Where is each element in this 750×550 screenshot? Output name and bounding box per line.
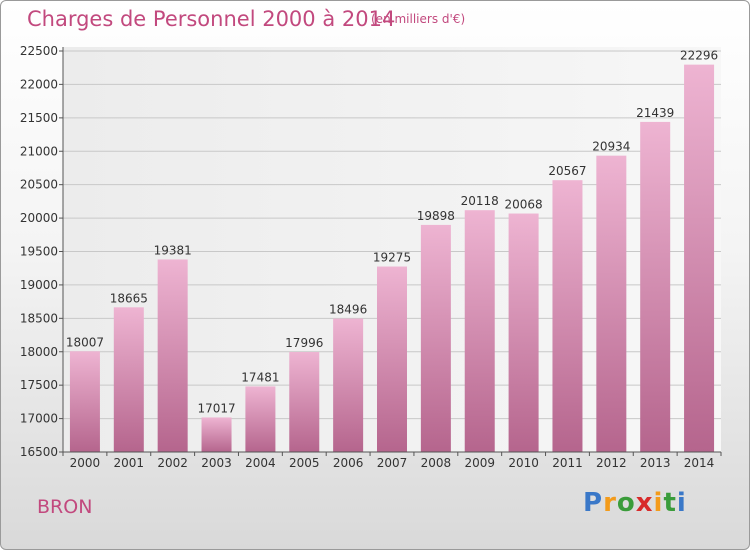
data-label: 20118	[461, 194, 499, 208]
data-label: 18007	[66, 335, 104, 349]
data-label: 18665	[110, 291, 148, 305]
y-tick-label: 17500	[20, 378, 58, 392]
y-tick-label: 18500	[20, 311, 58, 325]
x-tick-label: 2014	[684, 456, 715, 470]
bar	[69, 351, 100, 452]
y-tick-label: 18000	[20, 345, 58, 359]
data-label: 18496	[329, 303, 367, 317]
bar	[684, 64, 715, 452]
bar	[157, 259, 188, 452]
logo-letter: P	[583, 488, 604, 518]
x-tick-label: 2009	[464, 456, 495, 470]
logo-letter: o	[616, 488, 636, 518]
logo-letter: r	[603, 488, 617, 518]
data-label: 19381	[154, 243, 192, 257]
x-tick-label: 2005	[289, 456, 320, 470]
logo-letter: i	[676, 488, 687, 518]
x-tick-label: 2004	[245, 456, 276, 470]
bar	[640, 121, 671, 453]
x-tick-label: 2013	[640, 456, 671, 470]
chart-title: Charges de Personnel 2000 à 2014	[27, 7, 396, 31]
data-label: 19275	[373, 251, 411, 265]
bar	[245, 386, 276, 452]
bar	[508, 213, 539, 452]
y-tick-label: 22500	[20, 44, 58, 58]
x-tick-label: 2002	[157, 456, 188, 470]
data-label: 20934	[592, 140, 630, 154]
y-axis: 16500 17000 17500 18000 18500 19000 19500 20000…	[20, 44, 64, 459]
bars: 18007 18665 19381 17017 17481 17996 18496 19275…	[66, 49, 718, 453]
bar	[289, 352, 320, 452]
x-tick-label: 2007	[377, 456, 408, 470]
x-tick-label: 2006	[333, 456, 364, 470]
y-tick-label: 19500	[20, 245, 58, 259]
y-tick-label: 16500	[20, 445, 58, 459]
y-tick-label: 17000	[20, 412, 58, 426]
x-tick-label: 2001	[114, 456, 145, 470]
y-tick-label: 20500	[20, 178, 58, 192]
data-label: 17017	[197, 401, 235, 415]
bar	[113, 307, 144, 452]
data-label: 19898	[417, 209, 455, 223]
data-label: 22296	[680, 49, 718, 63]
y-tick-label: 20000	[20, 211, 58, 225]
x-tick-label: 2010	[508, 456, 539, 470]
y-tick-label: 21000	[20, 144, 58, 158]
x-tick-label: 2000	[70, 456, 101, 470]
commune-name: BRON	[37, 496, 93, 518]
bar	[333, 318, 364, 452]
data-label: 17996	[285, 336, 323, 350]
y-tick-label: 22000	[20, 77, 58, 91]
logo-letter: x	[635, 488, 654, 518]
bar	[420, 224, 451, 452]
y-tick-label: 19000	[20, 278, 58, 292]
logo-letter: i	[653, 488, 664, 518]
bar	[377, 266, 407, 452]
x-tick-label: 2012	[596, 456, 627, 470]
data-label: 20567	[548, 164, 586, 178]
bar	[552, 180, 583, 452]
data-label: 17481	[241, 370, 279, 384]
data-label: 20068	[505, 198, 543, 212]
bar	[201, 417, 232, 452]
chart-subtitle: (en milliers d'€)	[371, 12, 466, 26]
bar	[464, 210, 495, 452]
x-tick-label: 2003	[201, 456, 232, 470]
x-axis: 2000 2001 2002 2003 2004 2005 2006 2007 2008 2009…	[62, 451, 722, 470]
proxiti-logo: Proxiti	[583, 488, 687, 518]
data-label: 21439	[636, 106, 674, 120]
y-tick-label: 21500	[20, 111, 58, 125]
x-tick-label: 2011	[552, 456, 583, 470]
logo-letter: t	[663, 488, 677, 518]
bar	[596, 155, 627, 452]
x-tick-label: 2008	[421, 456, 452, 470]
